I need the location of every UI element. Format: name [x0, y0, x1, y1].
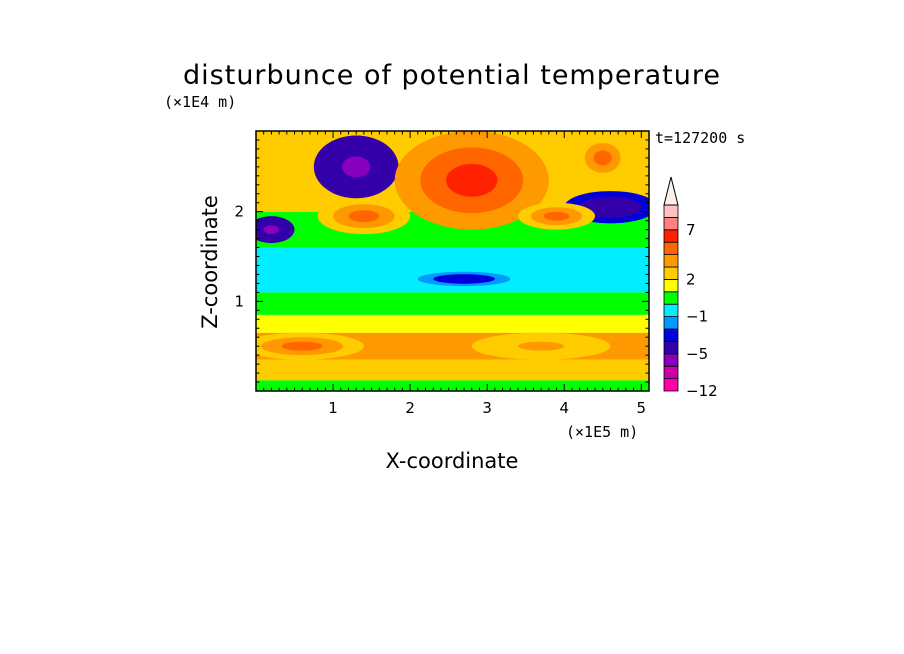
- heatmap-feature: [543, 211, 570, 221]
- x-axis-title: X-coordinate: [386, 449, 519, 473]
- colorbar-label: −1: [686, 308, 708, 326]
- heatmap-feature: [518, 341, 565, 351]
- plot-frame: [255, 130, 650, 392]
- x-tick-label: 4: [559, 399, 569, 417]
- x-tick-label: 1: [328, 399, 338, 417]
- heatmap-band: [256, 292, 649, 315]
- colorbar-swatch: [663, 254, 679, 268]
- y-tick-label: 1: [234, 292, 244, 310]
- colorbar-swatch: [663, 204, 679, 218]
- colorbar: −12−5−127: [663, 176, 718, 400]
- colorbar-label: 2: [686, 270, 696, 288]
- heatmap-feature: [448, 276, 480, 282]
- colorbar-extend-arrow: [663, 176, 679, 206]
- heatmap-feature: [281, 341, 323, 351]
- heatmap-feature: [263, 225, 280, 235]
- colorbar-swatch: [663, 316, 679, 330]
- colorbar-swatch: [663, 303, 679, 318]
- colorbar-label: −12: [686, 382, 718, 400]
- y-tick-label: 2: [234, 203, 244, 221]
- heatmap-feature: [342, 156, 371, 178]
- x-unit-label: (×1E5 m): [566, 423, 638, 441]
- x-tick-label: 3: [482, 399, 492, 417]
- y-unit-label: (×1E4 m): [164, 93, 236, 111]
- axis-ticks: 1 2 3 4 5 1 2: [234, 131, 650, 417]
- colorbar-swatch: [663, 378, 679, 392]
- colorbar-swatch: [663, 353, 679, 367]
- colorbar-swatch: [663, 340, 679, 355]
- heatmap-band: [256, 314, 649, 333]
- colorbar-swatch: [663, 365, 679, 380]
- x-tick-label: 2: [405, 399, 415, 417]
- heatmap-band: [256, 359, 649, 381]
- heatmap-feature: [446, 163, 498, 197]
- heatmap-field: [256, 131, 649, 391]
- colorbar-swatch: [663, 229, 679, 243]
- colorbar-swatch: [663, 328, 679, 342]
- heatmap-feature: [348, 210, 380, 223]
- colorbar-swatch: [663, 291, 679, 305]
- plot-area: [255, 130, 650, 392]
- colorbar-swatch: [663, 278, 679, 293]
- colorbar-label: −5: [686, 345, 708, 363]
- x-tick-label: 5: [637, 399, 647, 417]
- time-label: t=127200 s: [655, 129, 745, 147]
- heatmap-feature: [593, 150, 612, 166]
- colorbar-swatch: [663, 241, 679, 255]
- y-axis-title: Z-coordinate: [198, 195, 222, 329]
- colorbar-label: 7: [686, 221, 696, 239]
- chart-title: disturbunce of potential temperature: [183, 60, 721, 91]
- heatmap-feature: [595, 201, 626, 213]
- heatmap-band: [256, 380, 649, 391]
- colorbar-swatch: [663, 216, 679, 231]
- colorbar-swatch: [663, 266, 679, 280]
